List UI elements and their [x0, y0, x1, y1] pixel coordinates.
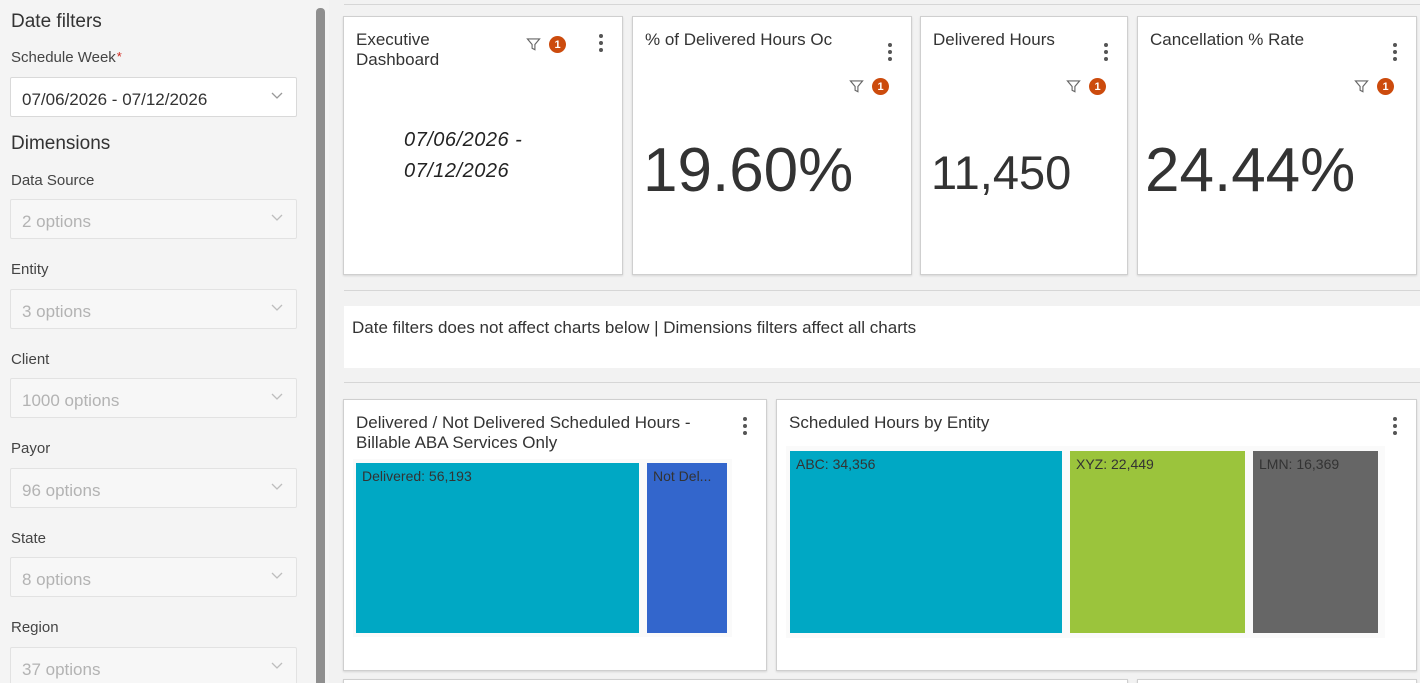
funnel-icon — [849, 80, 864, 93]
filter-note: Date filters does not affect charts belo… — [344, 306, 1420, 368]
kpi-value: 24.44% — [1145, 136, 1356, 205]
card-title-line2: Billable ABA Services Only — [356, 433, 558, 452]
payor-label: Payor — [11, 440, 51, 457]
client-label: Client — [11, 351, 50, 368]
funnel-icon — [1354, 80, 1369, 93]
card-title: Scheduled Hours by Entity — [789, 413, 990, 432]
card-title: % of Delivered Hours Oc — [645, 30, 833, 49]
chevron-down-icon — [271, 304, 283, 311]
next-chart-card — [343, 679, 1128, 683]
more-options-icon[interactable] — [598, 34, 604, 56]
card-title: Delivered Hours — [933, 30, 1055, 49]
chevron-down-icon — [271, 572, 283, 579]
region-label: Region — [11, 619, 59, 636]
entity-value: 3 options — [22, 302, 91, 321]
treemap-cell-label: Not Del... — [653, 468, 712, 484]
chevron-down-icon — [271, 483, 283, 490]
sidebar-scrollbar-thumb[interactable] — [316, 8, 325, 683]
state-value: 8 options — [22, 570, 91, 589]
entity-hours-treemap-card: Scheduled Hours by Entity ABC: 34,356 XY… — [776, 399, 1417, 671]
more-options-icon[interactable] — [1103, 43, 1109, 65]
chevron-down-icon — [271, 662, 283, 669]
filter-indicator[interactable]: 1 — [1354, 78, 1394, 95]
treemap-area: Delivered: 56,193 Not Del... — [353, 459, 732, 637]
client-select[interactable]: 1000 options — [10, 378, 297, 418]
data-source-select[interactable]: 2 options — [10, 199, 297, 239]
region-value: 37 options — [22, 660, 101, 679]
treemap-cell-lmn[interactable]: LMN: 16,369 — [1253, 451, 1378, 633]
delivered-hours-treemap-card: Delivered / Not Delivered Scheduled Hour… — [343, 399, 767, 671]
card-title: Executive Dashboard — [356, 30, 440, 69]
card-title: Cancellation % Rate — [1150, 30, 1305, 49]
date-filters-heading: Date filters — [11, 11, 102, 32]
filter-sidebar: Date filters Schedule Week* 07/06/2026 -… — [0, 0, 313, 683]
filter-indicator[interactable]: 1 — [849, 78, 889, 95]
dimensions-heading: Dimensions — [11, 133, 111, 154]
filter-count-badge: 1 — [1089, 78, 1106, 95]
state-label: State — [11, 530, 47, 547]
data-source-label: Data Source — [11, 172, 95, 189]
region-select[interactable]: 37 options — [10, 647, 297, 683]
card-title: Delivered / Not Delivered Scheduled Hour… — [356, 413, 726, 453]
more-options-icon[interactable] — [887, 43, 893, 65]
schedule-week-select[interactable]: 07/06/2026 - 07/12/2026 — [10, 77, 297, 117]
cancellation-rate-card: Cancellation % Rate 1 24.44% — [1137, 16, 1417, 275]
date-range-end: 07/12/2026 — [404, 160, 510, 182]
more-options-icon[interactable] — [1392, 417, 1398, 439]
treemap-cell-xyz[interactable]: XYZ: 22,449 — [1070, 451, 1245, 633]
divider — [344, 4, 1420, 5]
treemap-cell-abc[interactable]: ABC: 34,356 — [790, 451, 1062, 633]
filter-indicator[interactable]: 1 — [526, 36, 566, 53]
payor-select[interactable]: 96 options — [10, 468, 297, 508]
treemap-cell-label: ABC: 34,356 — [796, 456, 876, 472]
entity-label: Entity — [11, 261, 49, 278]
delivered-hours-pct-card: % of Delivered Hours Oc 1 19.60% — [632, 16, 912, 275]
kpi-value: 11,450 — [931, 146, 1072, 199]
schedule-week-value: 07/06/2026 - 07/12/2026 — [22, 90, 208, 109]
funnel-icon — [1066, 80, 1081, 93]
date-range-start: 07/06/2026 - — [404, 129, 523, 151]
filter-count-badge: 1 — [549, 36, 566, 53]
date-range-value: 07/06/2026 - 07/12/2026 — [404, 125, 522, 187]
card-title-line1: Delivered / Not Delivered Scheduled Hour… — [356, 413, 691, 432]
divider — [344, 290, 1420, 291]
treemap-cell-delivered[interactable]: Delivered: 56,193 — [356, 463, 639, 633]
filter-count-badge: 1 — [1377, 78, 1394, 95]
next-chart-card — [1137, 679, 1417, 683]
more-options-icon[interactable] — [1392, 43, 1398, 65]
schedule-week-label: Schedule Week* — [11, 49, 122, 66]
chevron-down-icon — [271, 393, 283, 400]
treemap-cell-label: LMN: 16,369 — [1259, 456, 1340, 472]
entity-select[interactable]: 3 options — [10, 289, 297, 329]
chevron-down-icon — [271, 214, 283, 221]
treemap-cell-not-delivered[interactable]: Not Del... — [647, 463, 727, 633]
filter-indicator[interactable]: 1 — [1066, 78, 1106, 95]
treemap-area: ABC: 34,356 XYZ: 22,449 LMN: 16,369 — [786, 446, 1385, 638]
more-options-icon[interactable] — [742, 417, 748, 439]
kpi-value: 19.60% — [643, 136, 854, 205]
executive-dashboard-card: Executive Dashboard 1 07/06/2026 - 07/12… — [343, 16, 623, 275]
state-select[interactable]: 8 options — [10, 557, 297, 597]
required-marker: * — [116, 49, 122, 64]
treemap-cell-label: Delivered: 56,193 — [362, 468, 472, 484]
data-source-value: 2 options — [22, 212, 91, 231]
payor-value: 96 options — [22, 481, 101, 500]
divider — [344, 382, 1420, 383]
chevron-down-icon — [271, 92, 283, 99]
filter-count-badge: 1 — [872, 78, 889, 95]
client-value: 1000 options — [22, 391, 120, 410]
delivered-hours-card: Delivered Hours 1 11,450 — [920, 16, 1128, 275]
funnel-icon — [526, 38, 541, 51]
schedule-week-label-text: Schedule Week — [11, 49, 116, 66]
treemap-cell-label: XYZ: 22,449 — [1076, 456, 1154, 472]
filter-note-text: Date filters does not affect charts belo… — [352, 318, 917, 337]
